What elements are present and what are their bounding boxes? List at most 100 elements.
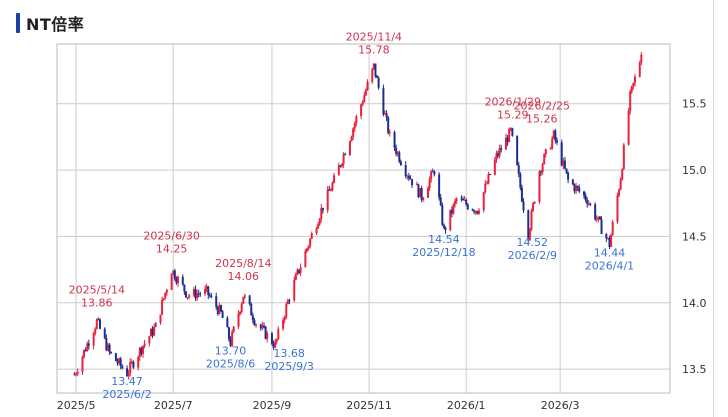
candle-body xyxy=(595,218,598,220)
candle-body xyxy=(132,361,135,368)
candle-body xyxy=(584,195,587,201)
candle-body xyxy=(495,153,498,160)
candle-body xyxy=(259,324,262,329)
annotation-date: 2025/8/6 xyxy=(206,358,255,371)
candle-body xyxy=(477,210,480,214)
candle-body xyxy=(140,347,143,354)
candle-body xyxy=(361,102,364,105)
candle-body xyxy=(84,349,87,352)
candle-body xyxy=(219,305,222,312)
annotation-value: 15.29 xyxy=(497,109,529,122)
candle-body xyxy=(105,337,108,351)
candle-body xyxy=(516,135,519,166)
candle-body xyxy=(153,327,156,336)
candle-body xyxy=(240,303,243,312)
candle-body xyxy=(159,314,162,323)
y-tick-label: 14.5 xyxy=(682,230,707,243)
candle-body xyxy=(310,233,313,239)
x-tick-label: 2026/1 xyxy=(447,399,486,412)
candle-body xyxy=(618,189,621,196)
candle-body xyxy=(497,153,500,156)
candle-body xyxy=(307,246,310,249)
candle-body xyxy=(218,305,221,315)
y-tick-label: 13.5 xyxy=(682,363,707,376)
candle-body xyxy=(170,273,173,290)
candle-body xyxy=(463,199,466,201)
candle-body xyxy=(92,333,95,346)
candle-body xyxy=(422,197,425,200)
candle-body xyxy=(253,320,256,325)
candle-body xyxy=(471,209,474,211)
candle-body xyxy=(251,315,254,321)
candle-body xyxy=(75,373,78,375)
candle-body xyxy=(208,295,211,297)
candle-body xyxy=(594,204,597,220)
candle-body xyxy=(348,141,351,155)
annotation-value: 14.25 xyxy=(156,243,188,256)
candle-body xyxy=(119,358,122,366)
candle-body xyxy=(382,87,385,115)
annotation-value: 13.47 xyxy=(111,375,143,388)
candle-body xyxy=(264,326,267,339)
candles xyxy=(73,51,643,380)
candle-body xyxy=(143,343,146,346)
candle-body xyxy=(608,238,611,247)
candle-body xyxy=(215,296,218,307)
candle-body xyxy=(482,192,485,211)
candle-body xyxy=(473,210,476,213)
candle-body xyxy=(374,63,377,77)
x-tick-label: 2025/9 xyxy=(253,399,292,412)
candle-body xyxy=(248,295,251,304)
candle-body xyxy=(360,104,363,117)
candle-body xyxy=(522,201,525,211)
candle-body xyxy=(562,160,565,166)
candle-body xyxy=(110,351,113,354)
candle-body xyxy=(385,113,388,118)
candle-body xyxy=(103,328,106,338)
candle-body xyxy=(376,76,379,78)
candle-body xyxy=(450,209,453,214)
candle-body xyxy=(262,325,265,327)
candle-body xyxy=(320,207,323,220)
candle-body xyxy=(619,179,622,190)
candle-body xyxy=(364,90,367,96)
candle-body xyxy=(399,161,402,166)
candle-body xyxy=(441,205,444,225)
candle-body xyxy=(363,95,366,103)
candle-body xyxy=(544,149,547,155)
candle-body xyxy=(530,210,533,230)
candle-body xyxy=(205,286,208,289)
candle-body xyxy=(395,147,398,155)
candle-body xyxy=(485,183,488,185)
y-tick-label: 14.0 xyxy=(682,297,707,310)
candle-body xyxy=(188,295,191,298)
candle-body xyxy=(162,298,165,300)
candle-body xyxy=(563,160,566,169)
candle-body xyxy=(270,333,273,345)
candle-body xyxy=(229,339,232,346)
candle-body xyxy=(462,198,465,201)
candle-body xyxy=(148,336,151,344)
candle-body xyxy=(498,148,501,156)
annotation-date: 2026/1/29 xyxy=(485,96,541,109)
candle-body xyxy=(184,291,187,298)
candle-body xyxy=(126,368,129,377)
candle-body xyxy=(239,311,242,314)
candle-body xyxy=(76,371,79,374)
candle-body xyxy=(275,338,278,342)
candle-body xyxy=(118,358,121,364)
candle-body xyxy=(551,138,554,149)
candle-body xyxy=(428,179,431,189)
candle-body xyxy=(426,188,429,198)
candle-body xyxy=(417,184,420,198)
annotation-date: 2025/8/14 xyxy=(215,257,271,270)
candle-body xyxy=(493,159,496,175)
candle-body xyxy=(98,319,101,329)
candle-body xyxy=(164,292,167,299)
candle-body xyxy=(199,293,202,295)
candle-body xyxy=(509,128,512,130)
x-tick-label: 2025/5 xyxy=(57,399,96,412)
